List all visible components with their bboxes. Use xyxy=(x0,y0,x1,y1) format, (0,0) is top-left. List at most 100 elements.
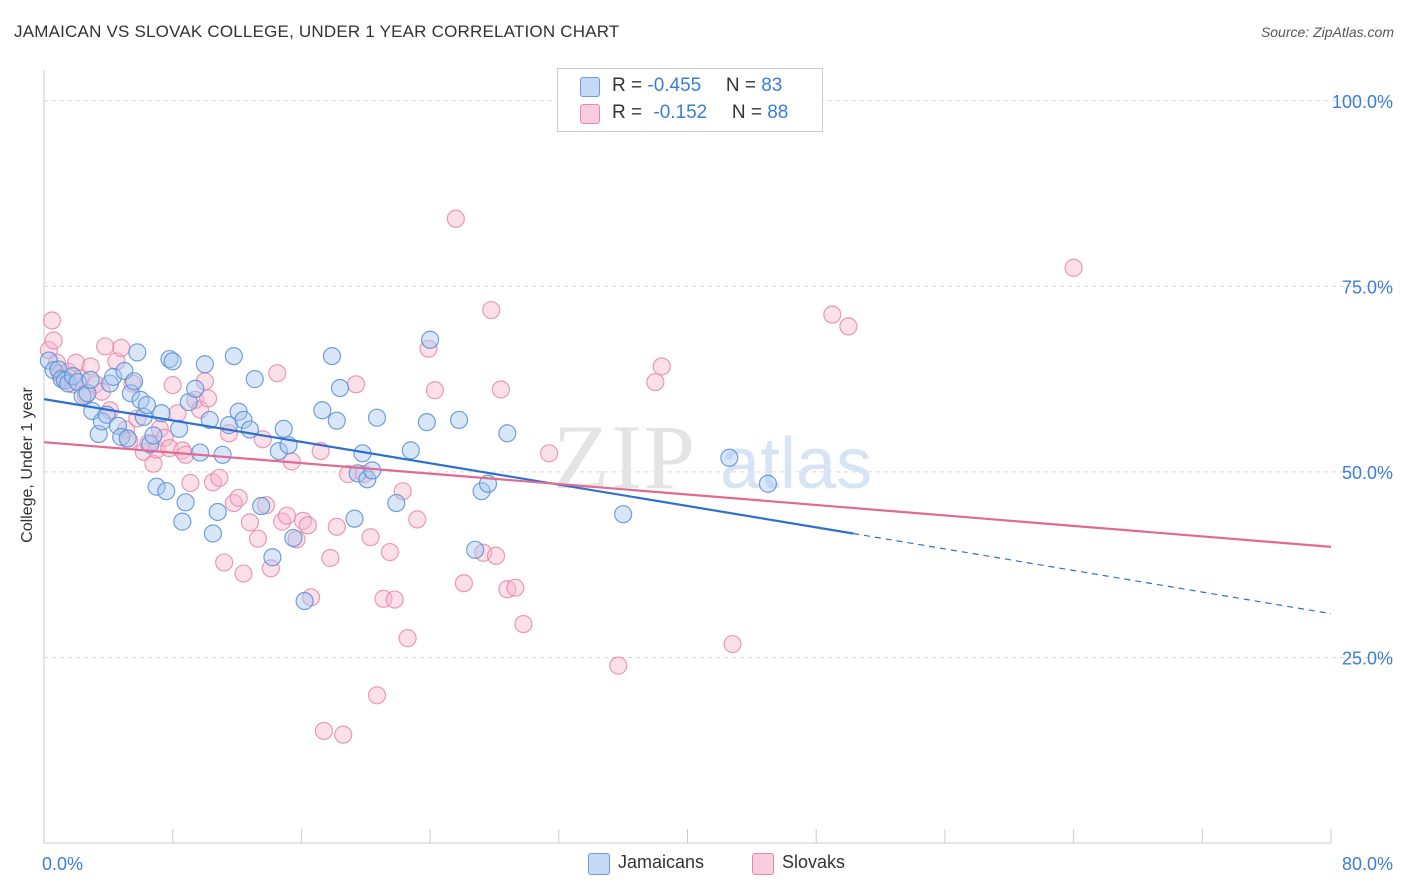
data-point-jamaicans xyxy=(284,528,303,548)
data-point-slovaks xyxy=(408,510,427,529)
bottom-legend-swatch-jamaicans xyxy=(588,853,610,875)
y-tick-label: 50.0% xyxy=(1342,463,1393,483)
series-slovaks-points xyxy=(39,209,1083,744)
data-point-jamaicans xyxy=(163,352,182,371)
data-point-jamaicans xyxy=(274,419,293,438)
legend-r-value-jamaicans: -0.455 xyxy=(647,75,702,96)
data-point-jamaicans xyxy=(614,505,633,524)
data-point-slovaks xyxy=(346,375,366,394)
y-axis-label: College, Under 1 year xyxy=(19,387,36,543)
data-point-jamaicans xyxy=(367,408,387,427)
legend-n-value-jamaicans: 83 xyxy=(761,75,783,96)
data-point-jamaicans xyxy=(417,413,436,432)
data-point-jamaicans xyxy=(327,411,346,430)
data-point-slovaks xyxy=(425,381,445,400)
legend-n-label: N = xyxy=(725,75,762,96)
data-point-slovaks xyxy=(446,209,465,228)
data-point-jamaicans xyxy=(224,346,243,366)
y-tick-label: 75.0% xyxy=(1342,277,1393,297)
data-point-jamaicans xyxy=(108,416,128,435)
data-point-jamaicans xyxy=(157,482,176,501)
data-point-slovaks xyxy=(367,686,387,705)
y-tick-label: 25.0% xyxy=(1342,648,1393,668)
data-point-jamaicans xyxy=(295,591,314,611)
trend-line-jamaicans-extension xyxy=(853,532,1332,615)
data-point-jamaicans xyxy=(190,443,210,462)
data-point-slovaks xyxy=(150,419,169,438)
data-point-jamaicans xyxy=(200,410,219,430)
data-point-slovaks xyxy=(234,564,253,583)
data-point-slovaks xyxy=(506,578,525,597)
data-point-jamaicans xyxy=(170,419,189,438)
data-point-jamaicans xyxy=(144,426,163,445)
data-point-slovaks xyxy=(198,389,218,408)
data-point-slovaks xyxy=(540,444,559,463)
x-tick-label-max: 80.0% xyxy=(1342,854,1393,874)
data-point-slovaks xyxy=(839,317,858,336)
data-point-jamaicans xyxy=(147,477,166,496)
legend-r-label: R = xyxy=(612,102,648,123)
data-point-jamaicans xyxy=(173,512,192,531)
data-point-jamaicans xyxy=(160,349,179,369)
x-tick-label-min: 0.0% xyxy=(42,854,83,874)
data-point-slovaks xyxy=(482,300,501,320)
data-point-slovaks xyxy=(277,506,297,525)
data-point-slovaks xyxy=(454,574,473,593)
data-point-slovaks xyxy=(823,305,842,324)
data-point-jamaicans xyxy=(208,502,227,522)
data-point-jamaicans xyxy=(203,524,223,543)
data-point-jamaicans xyxy=(472,482,491,501)
data-point-slovaks xyxy=(144,454,163,473)
legend-swatch-jamaicans xyxy=(580,77,600,97)
legend-r-label: R = xyxy=(612,75,648,96)
trend-line-jamaicans xyxy=(43,398,854,535)
data-point-jamaicans xyxy=(358,470,377,489)
data-point-slovaks xyxy=(181,473,200,493)
data-point-jamaicans xyxy=(118,429,137,448)
data-point-jamaicans xyxy=(128,343,147,362)
zipatlas-watermark: ZIP atlas xyxy=(553,406,872,508)
data-point-slovaks xyxy=(652,357,671,376)
data-point-jamaicans xyxy=(758,474,778,493)
legend-swatch-slovaks xyxy=(580,104,600,124)
data-point-jamaicans xyxy=(322,346,342,366)
data-point-slovaks xyxy=(248,529,268,548)
bottom-legend-swatch-slovaks xyxy=(752,853,774,875)
legend-n-value-slovaks: 88 xyxy=(767,102,789,123)
data-point-jamaicans xyxy=(330,378,350,398)
data-point-jamaicans xyxy=(263,548,282,567)
data-point-jamaicans xyxy=(269,442,288,461)
data-point-jamaicans xyxy=(498,424,517,443)
data-point-jamaicans xyxy=(78,384,97,403)
data-point-slovaks xyxy=(380,542,399,562)
series-jamaicans-points xyxy=(39,330,778,611)
data-point-jamaicans xyxy=(252,496,271,516)
correlation-legend: R = -0.455 N = 83 R = -0.152 N = 88 xyxy=(557,68,823,132)
data-point-slovaks xyxy=(327,517,346,536)
data-point-jamaicans xyxy=(121,384,140,403)
data-point-slovaks xyxy=(163,375,182,395)
data-point-jamaicans xyxy=(176,493,195,512)
data-point-slovaks xyxy=(491,380,510,399)
watermark-zip: ZIP xyxy=(553,406,697,508)
data-point-slovaks xyxy=(272,512,292,531)
data-point-slovaks xyxy=(321,548,340,568)
data-point-jamaicans xyxy=(240,420,260,439)
data-point-jamaicans xyxy=(387,493,406,513)
source-attribution: Source: ZipAtlas.com xyxy=(1260,24,1394,40)
data-point-slovaks xyxy=(361,528,380,547)
data-point-jamaicans xyxy=(345,509,364,528)
data-point-slovaks xyxy=(723,634,742,654)
bottom-legend-label-slovaks: Slovaks xyxy=(782,852,846,872)
data-point-slovaks xyxy=(81,357,100,376)
data-point-slovaks xyxy=(314,721,334,741)
data-point-jamaicans xyxy=(401,441,420,460)
data-point-slovaks xyxy=(268,364,287,383)
data-point-jamaicans xyxy=(63,367,83,386)
axes xyxy=(43,70,1332,844)
data-point-jamaicans xyxy=(137,395,157,415)
data-point-slovaks xyxy=(42,311,62,330)
bottom-legend-label-jamaicans: Jamaicans xyxy=(618,852,705,872)
data-point-slovaks xyxy=(96,337,115,356)
